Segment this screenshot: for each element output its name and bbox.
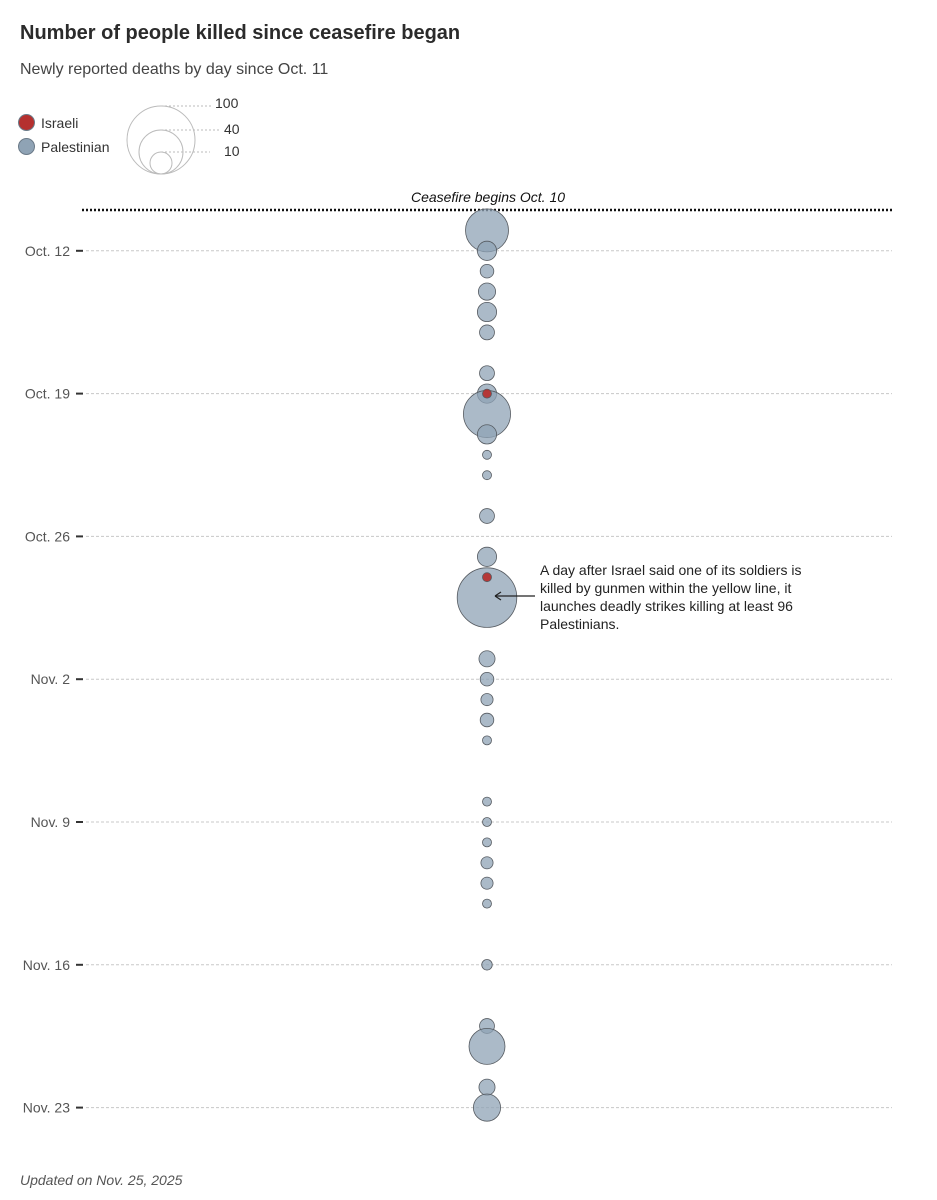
y-tick-label: Oct. 19 [25, 386, 70, 402]
palestinian-bubble [476, 546, 498, 567]
palestinian-bubble [479, 365, 495, 382]
palestinian-bubble [482, 449, 492, 460]
palestinian-bubble [479, 508, 495, 524]
annotation-text: A day after Israel said one of its soldi… [540, 562, 802, 632]
palestinian-bubble [482, 898, 492, 909]
y-tick-label: Nov. 23 [23, 1100, 70, 1116]
israeli-legend-dot [18, 114, 35, 131]
palestinian-bubble [476, 240, 498, 261]
chart-title: Number of people killed since ceasefire … [20, 22, 461, 44]
annotation-arrow-head [494, 591, 502, 601]
israeli-bubble [482, 572, 492, 583]
palestinian-bubble [476, 301, 498, 323]
size-legend: 100 40 10 [120, 95, 250, 183]
size-legend-circles [126, 105, 220, 175]
size-legend-label-40: 40 [224, 121, 240, 137]
palestinian-bubble [456, 567, 518, 628]
palestinian-bubble [478, 650, 496, 668]
ceasefire-label: Ceasefire begins Oct. 10 [410, 189, 566, 205]
palestinian-bubble [479, 712, 495, 728]
palestinian-bubble [481, 959, 493, 971]
y-tick-label: Oct. 26 [25, 528, 70, 544]
palestinian-bubble [482, 837, 492, 848]
palestinian-bubble [482, 796, 492, 807]
updated-note: Updated on Nov. 25, 2025 [20, 1172, 183, 1188]
palestinian-legend-dot [18, 138, 35, 155]
palestinian-bubble [480, 876, 494, 890]
y-tick-label: Oct. 12 [25, 243, 70, 259]
legend-item-israeli: Israeli [18, 114, 78, 131]
chart-subtitle: Newly reported deaths by day since Oct. … [20, 61, 329, 78]
palestinian-bubble [477, 282, 496, 301]
size-legend-label-100: 100 [215, 95, 239, 111]
palestinian-bubble [480, 856, 494, 870]
palestinian-bubble [479, 264, 495, 279]
palestinian-bubble [473, 1093, 501, 1122]
palestinian-bubble [482, 735, 492, 746]
palestinian-bubble [468, 1028, 506, 1065]
palestinian-bubble [482, 817, 492, 827]
palestinian-bubble [476, 424, 498, 445]
size-legend-label-10: 10 [224, 143, 240, 159]
legend-item-palestinian: Palestinian [18, 138, 110, 155]
israeli-bubble [482, 388, 492, 399]
y-tick-label: Nov. 2 [31, 671, 71, 687]
palestinian-bubble [479, 672, 495, 687]
israeli-legend-label: Israeli [41, 114, 79, 131]
palestinian-bubble [479, 324, 495, 341]
y-tick-label: Nov. 9 [31, 814, 71, 830]
palestinian-bubble [482, 470, 492, 481]
palestinian-legend-label: Palestinian [41, 138, 110, 155]
palestinian-bubble [478, 1078, 496, 1096]
palestinian-bubble [480, 693, 494, 707]
y-tick-label: Nov. 16 [23, 957, 70, 973]
